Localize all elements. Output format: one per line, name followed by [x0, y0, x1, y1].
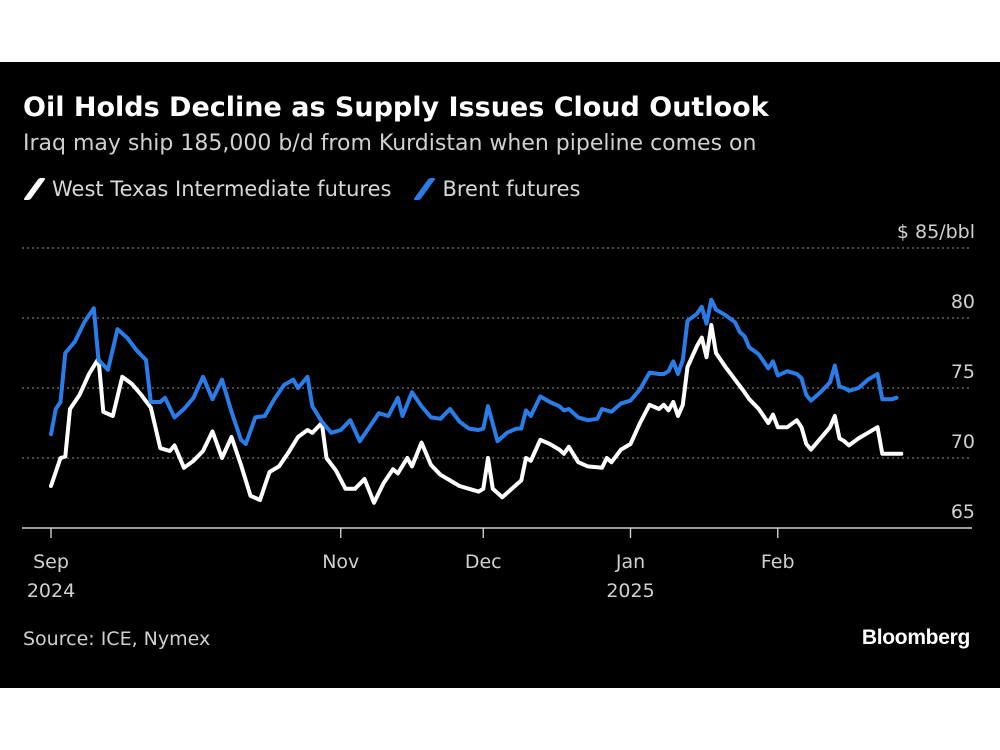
legend-item-brent: Brent futures [413, 177, 580, 201]
x-tick-label: Sep [33, 551, 69, 573]
chart-card: Oil Holds Decline as Supply Issues Cloud… [0, 62, 1000, 688]
y-tick-label: 70 [951, 431, 975, 453]
y-tick-label: 65 [951, 501, 975, 523]
y-tick-label: $ 85/bbl [897, 221, 975, 243]
x-tick-label: Dec [465, 551, 502, 573]
chart-subtitle: Iraq may ship 185,000 b/d from Kurdistan… [23, 131, 757, 156]
legend-item-wti: West Texas Intermediate futures [23, 177, 391, 201]
source-note: Source: ICE, Nymex [23, 628, 211, 650]
legend-label-wti: West Texas Intermediate futures [52, 177, 392, 201]
legend: West Texas Intermediate futures Brent fu… [23, 176, 602, 202]
chart-title: Oil Holds Decline as Supply Issues Cloud… [23, 92, 769, 123]
x-tick-label: Feb [761, 551, 795, 573]
line-chart: $ 85/bbl 80 75 70 65 Sep 2024 Nov Dec Jan 2025 Feb [22, 221, 975, 602]
x-tick-label: Nov [322, 551, 359, 573]
legend-label-brent: Brent futures [442, 177, 581, 201]
y-tick-label: 80 [951, 291, 975, 313]
x-tick-label: Jan [615, 551, 645, 573]
x-tick-sublabel: 2024 [27, 580, 75, 602]
series-line-brent [49, 297, 899, 446]
series-line-wti [49, 323, 904, 505]
y-tick-label: 75 [951, 361, 975, 383]
bloomberg-logo: Bloomberg [861, 626, 970, 649]
x-tick-sublabel: 2025 [606, 580, 654, 602]
